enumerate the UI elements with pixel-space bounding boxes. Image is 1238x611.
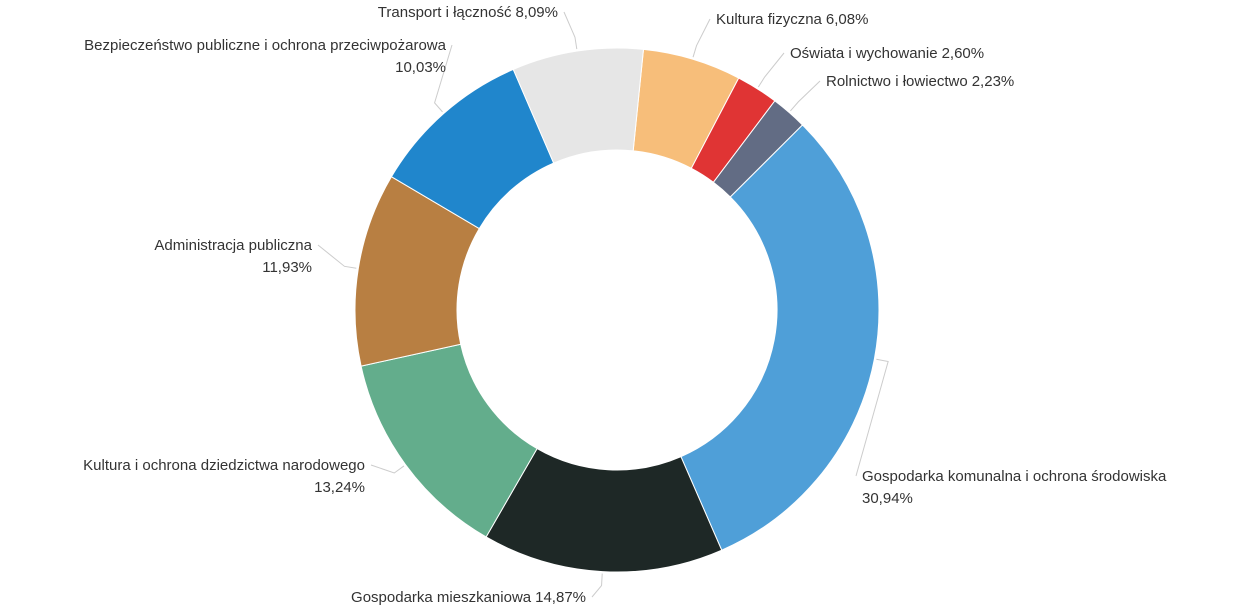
slice-label: Oświata i wychowanie 2,60% — [790, 45, 984, 62]
slice-value: 2,23% — [972, 73, 1015, 90]
slice-name: Rolnictwo i łowiectwo — [826, 73, 968, 90]
slice-name: Kultura i ochrona dziedzictwa narodowego — [83, 457, 365, 474]
slice-name: Gospodarka mieszkaniowa — [351, 589, 532, 606]
slice-value: 30,94% — [862, 490, 913, 507]
slice-label: Rolnictwo i łowiectwo 2,23% — [826, 73, 1014, 90]
slice-label: Bezpieczeństwo publiczne i ochrona przec… — [84, 37, 447, 76]
slice-value: 2,60% — [942, 45, 985, 62]
connector — [591, 573, 603, 598]
slice-value: 6,08% — [826, 11, 869, 28]
slice-name: Transport i łączność — [378, 4, 512, 21]
slice-label: Kultura i ochrona dziedzictwa narodowego… — [83, 457, 365, 496]
slice-label: Gospodarka komunalna i ochrona środowisk… — [862, 468, 1167, 507]
slice — [512, 47, 645, 164]
slice-name: Gospodarka komunalna i ochrona środowisk… — [862, 468, 1167, 485]
connector — [563, 11, 578, 50]
slice-value: 14,87% — [535, 589, 586, 606]
connector — [370, 464, 405, 474]
connector — [317, 244, 357, 269]
slice-name: Administracja publiczna — [154, 237, 312, 254]
slice-label: Transport i łączność 8,09% — [378, 4, 558, 21]
slice — [680, 124, 880, 551]
slice-label: Kultura fizyczna 6,08% — [716, 11, 868, 28]
slice-name: Bezpieczeństwo publiczne i ochrona przec… — [84, 37, 447, 54]
slice-value: 8,09% — [515, 4, 558, 21]
slice-name: Oświata i wychowanie — [790, 45, 938, 62]
slice-label: Gospodarka mieszkaniowa 14,87% — [351, 589, 586, 606]
slice-value: 11,93% — [262, 259, 312, 276]
slice-name: Kultura fizyczna — [716, 11, 823, 28]
connector — [790, 80, 821, 112]
connector — [855, 358, 889, 477]
connector — [692, 18, 711, 58]
slice-value: 13,24% — [314, 479, 365, 496]
connector — [757, 52, 785, 88]
slice-label: Administracja publiczna 11,93% — [154, 237, 312, 276]
slice-value: 10,03% — [395, 59, 446, 76]
connector — [434, 44, 453, 113]
